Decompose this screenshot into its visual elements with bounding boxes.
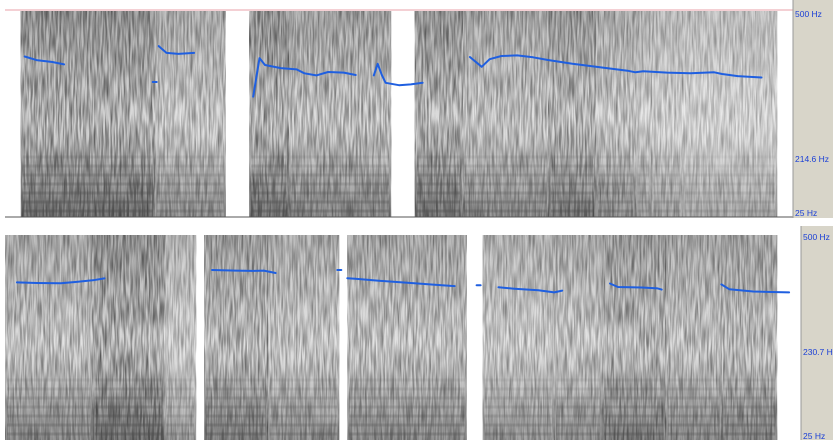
spectrogram-segment — [249, 11, 289, 217]
spectrogram-segment — [288, 11, 392, 217]
spectrogram-segment — [596, 11, 636, 217]
spectrogram-segment-texture — [204, 235, 268, 440]
panel-top-tick-label-min: 25 Hz — [795, 208, 817, 218]
pitch-contour-segment — [468, 54, 763, 79]
spectrogram-segment-texture — [249, 11, 289, 217]
pitch-contour-segment — [372, 62, 424, 87]
spectrogram-segment-texture — [5, 235, 93, 440]
spectrogram-segment — [548, 11, 596, 217]
spectrogram-segment — [635, 11, 652, 217]
panel-top-spectrogram — [20, 11, 778, 217]
spectrogram-segment-texture — [347, 235, 467, 440]
spectrogram-segment — [164, 235, 197, 440]
spectrogram-segment-texture — [548, 11, 596, 217]
spectrogram-segment — [682, 11, 778, 217]
panel-bottom-axis-strip — [801, 226, 833, 440]
panel-top-tick-label-mid: 214.6 Hz — [795, 154, 829, 164]
spectrogram-segment-texture — [665, 235, 722, 440]
pitch-contour-segment — [609, 282, 663, 291]
spectrogram-segment-texture — [554, 235, 602, 440]
spectrogram-segment — [721, 235, 778, 440]
spectrogram-segment — [462, 11, 549, 217]
spectrogram-segment-texture — [92, 235, 165, 440]
panel-bottom-tick-label-min: 25 Hz — [803, 431, 825, 440]
spectrogram-segment — [267, 235, 340, 440]
spectrogram-segment-texture — [414, 11, 463, 217]
spectrogram-segment-texture — [682, 11, 778, 217]
spectrogram-segment — [347, 235, 467, 440]
spectrogram-segment-texture — [462, 11, 549, 217]
pitch-contour-segment — [497, 286, 564, 294]
pitch-contour-segment — [346, 277, 456, 288]
pitch-contour-segment — [211, 269, 277, 274]
pitch-contour-segment — [157, 45, 196, 55]
spectrogram-segment-texture — [482, 235, 555, 440]
panel-bottom-pitch-track — [15, 268, 791, 294]
spectrogram-segment-texture — [721, 235, 778, 440]
spectrogram-segment — [414, 11, 463, 217]
pitch-contour-segment — [15, 277, 106, 285]
spectrogram-segment-texture — [602, 235, 666, 440]
pitch-contour-segment — [23, 55, 66, 66]
panel-bottom-tick-label-mid: 230.7 Hz — [803, 347, 833, 357]
spectrogram-segment-texture — [267, 235, 340, 440]
spectrogram-segment — [665, 235, 722, 440]
spectrogram-segment — [204, 235, 268, 440]
pitch-contour-segment — [252, 57, 357, 98]
spectrogram-segment-texture — [635, 11, 652, 217]
panel-top-pitch-track — [23, 45, 763, 98]
spectrogram-segment — [92, 235, 165, 440]
spectrogram-segment-texture — [20, 11, 155, 217]
panel-bottom: 500 Hz 230.7 Hz 25 Hz — [5, 226, 833, 440]
spectrogram-segment-texture — [154, 11, 226, 217]
spectrogram-segment — [5, 235, 93, 440]
spectrogram-segment — [482, 235, 555, 440]
panel-top-tick-label-max: 500 Hz — [795, 9, 822, 19]
spectrogram-segment — [651, 11, 683, 217]
spectrogram-segment — [154, 11, 226, 217]
panel-top: 500 Hz 214.6 Hz 25 Hz — [5, 0, 833, 218]
spectrogram-segment-texture — [651, 11, 683, 217]
panel-top-axis-strip — [793, 0, 833, 218]
panel-bottom-tick-label-max: 500 Hz — [803, 232, 830, 242]
spectrogram-segment — [554, 235, 602, 440]
spectrogram-segment-texture — [164, 235, 197, 440]
panel-bottom-spectrogram — [5, 235, 778, 440]
spectrogram-segment-texture — [288, 11, 392, 217]
pitch-contour-segment — [720, 283, 791, 294]
spectrogram-segment — [602, 235, 666, 440]
spectrogram-segment-texture — [596, 11, 636, 217]
spectrogram-segment — [20, 11, 155, 217]
